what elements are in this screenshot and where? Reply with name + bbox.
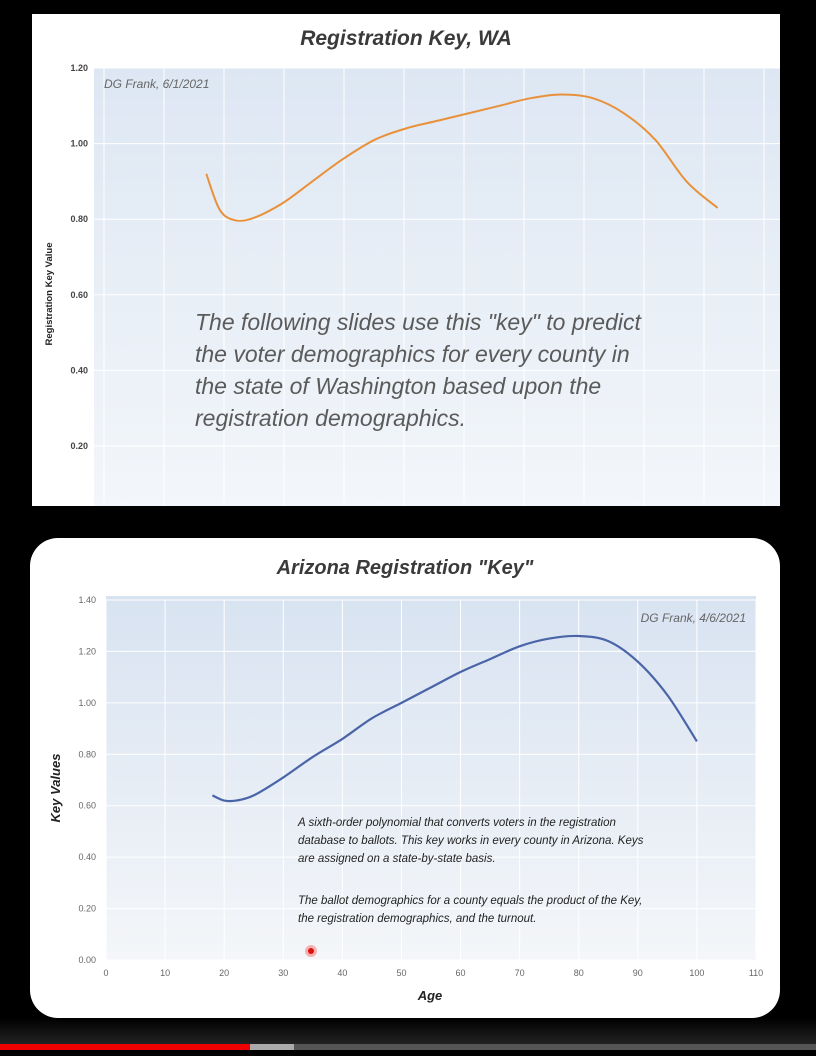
az-series-line <box>211 634 698 803</box>
wa-caption-line-2: the voter demographics for every county … <box>195 341 630 367</box>
az-y-axis-label: Key Values <box>48 754 63 823</box>
wa-caption: The following slides use this "key" to p… <box>195 309 642 431</box>
az-y-tick-label: 0.80 <box>78 749 96 759</box>
az-x-ticks: 0 10 20 30 40 50 60 70 80 90 100 110 <box>103 968 763 978</box>
wa-author-credit: DG Frank, 6/1/2021 <box>104 77 209 91</box>
video-progress-fill[interactable] <box>0 1044 250 1050</box>
az-x-tick-label: 50 <box>396 968 406 978</box>
az-x-axis-label: Age <box>417 988 443 1003</box>
az-x-tick-label: 90 <box>633 968 643 978</box>
az-y-ticks: 1.40 1.20 1.00 0.80 0.60 0.40 0.20 0.00 <box>78 595 96 965</box>
wa-plot-area <box>94 68 780 506</box>
az-y-tick-label: 1.20 <box>78 646 96 656</box>
cursor-dot <box>308 948 314 954</box>
wa-chart-title: Registration Key, WA <box>300 27 512 50</box>
az-author-credit: DG Frank, 4/6/2021 <box>641 611 746 625</box>
video-player-bar <box>0 1018 816 1044</box>
wa-y-ticks: 1.20 1.00 0.80 0.60 0.40 0.20 <box>70 63 88 451</box>
az-note-line-5: the registration demographics, and the t… <box>298 913 536 925</box>
wa-chart: Registration Key, WA 1.20 1.00 0.80 0.60 0.4… <box>44 27 780 506</box>
az-gridlines <box>105 599 757 961</box>
az-description-note: A sixth-order polynomial that converts v… <box>297 817 644 925</box>
az-x-tick-label: 80 <box>574 968 584 978</box>
az-note-line-2: database to ballots. This key works in e… <box>298 835 644 847</box>
wa-caption-line-4: registration demographics. <box>195 405 466 431</box>
wa-y-tick-label: 0.60 <box>70 290 88 300</box>
az-chart-slide: Arizona Registration "Key" 1.40 1.20 1.00 0… <box>30 538 780 1018</box>
wa-series-line <box>205 93 719 222</box>
wa-y-tick-label: 0.80 <box>70 214 88 224</box>
wa-y-axis-label: Registration Key Value <box>44 243 55 346</box>
az-y-tick-label: 0.20 <box>78 904 96 914</box>
az-chart-title: Arizona Registration "Key" <box>276 557 534 579</box>
wa-caption-line-3: the state of Washington based upon the <box>195 373 601 399</box>
wa-y-tick-label: 1.20 <box>70 63 88 73</box>
az-note-line-1: A sixth-order polynomial that converts v… <box>297 817 616 829</box>
az-plot-area <box>106 596 756 960</box>
az-y-tick-label: 1.40 <box>78 595 96 605</box>
az-x-tick-label: 0 <box>103 968 108 978</box>
video-progress-track[interactable] <box>0 1044 816 1050</box>
az-y-tick-label: 1.00 <box>78 698 96 708</box>
az-x-tick-label: 70 <box>515 968 525 978</box>
wa-chart-slide: Registration Key, WA 1.20 1.00 0.80 0.60 0.4… <box>32 14 780 506</box>
video-buffer-bar <box>249 1044 294 1050</box>
az-y-tick-label: 0.40 <box>78 852 96 862</box>
az-x-tick-label: 110 <box>749 968 763 978</box>
wa-caption-line-1: The following slides use this "key" to p… <box>195 309 642 335</box>
az-x-tick-label: 60 <box>456 968 466 978</box>
az-note-line-4: The ballot demographics for a county equ… <box>298 895 642 907</box>
wa-y-tick-label: 1.00 <box>70 139 88 149</box>
az-chart: Arizona Registration "Key" 1.40 1.20 1.00 0… <box>48 557 763 1003</box>
az-y-tick-label: 0.60 <box>78 801 96 811</box>
wa-y-tick-label: 0.20 <box>70 441 88 451</box>
az-x-tick-label: 30 <box>278 968 288 978</box>
az-y-tick-label: 0.00 <box>78 955 96 965</box>
wa-y-tick-label: 0.40 <box>70 365 88 375</box>
az-x-tick-label: 10 <box>160 968 170 978</box>
az-x-tick-label: 100 <box>689 968 704 978</box>
az-x-tick-label: 40 <box>337 968 347 978</box>
az-note-line-3: are assigned on a state-by-state basis. <box>298 853 496 865</box>
az-x-tick-label: 20 <box>219 968 229 978</box>
wa-gridlines <box>94 67 780 506</box>
